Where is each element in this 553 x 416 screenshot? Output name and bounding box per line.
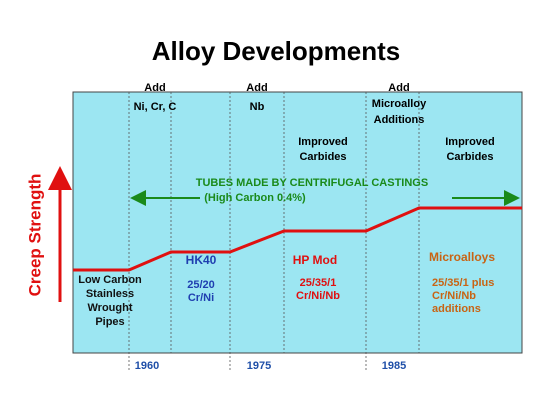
addition-text: Ni, Cr, C bbox=[134, 101, 177, 113]
labels: 1960 1975 1985 Add Ni, Cr, C Add Nb Add Microall… bbox=[78, 82, 495, 372]
year: 1975 bbox=[247, 360, 271, 372]
addition-text: Microalloy bbox=[372, 98, 427, 110]
improvement-text: Carbides bbox=[446, 151, 493, 163]
stage-text: Wrought bbox=[87, 302, 132, 314]
stage-text: Cr/Ni/Nb bbox=[296, 290, 340, 302]
casting-note: (High Carbon 0.4%) bbox=[204, 192, 306, 204]
addition-text: Add bbox=[388, 82, 409, 94]
panel bbox=[72, 91, 523, 354]
dividers bbox=[128, 92, 420, 370]
title: Alloy Developments bbox=[152, 36, 401, 66]
stage-text: 25/20 bbox=[187, 279, 215, 291]
improvement-text: Improved bbox=[298, 136, 348, 148]
stage-text: Pipes bbox=[95, 316, 124, 328]
stage-text: additions bbox=[432, 303, 481, 315]
stage-text: Cr/Ni/Nb bbox=[432, 290, 476, 302]
axis-label: Creep Strength bbox=[25, 174, 44, 297]
addition-text: Add bbox=[144, 82, 165, 94]
trend-line bbox=[73, 206, 522, 272]
year: 1960 bbox=[135, 360, 159, 372]
addition-text: Nb bbox=[250, 101, 265, 113]
stage-name: HK40 bbox=[186, 253, 217, 267]
casting-note: TUBES MADE BY CENTRIFUGAL CASTINGS bbox=[196, 177, 428, 189]
stage-name: HP Mod bbox=[293, 253, 337, 267]
stage-name: Microalloys bbox=[429, 250, 495, 264]
addition-text: Add bbox=[246, 82, 267, 94]
stage-text: 25/35/1 bbox=[300, 277, 337, 289]
improvement-text: Improved bbox=[445, 136, 495, 148]
stage-text: Low Carbon bbox=[78, 274, 142, 286]
stage-text: 25/35/1 plus bbox=[432, 277, 494, 289]
stage-text: Cr/Ni bbox=[188, 292, 214, 304]
year: 1985 bbox=[382, 360, 406, 372]
stage-text: Stainless bbox=[86, 288, 134, 300]
improvement-text: Carbides bbox=[299, 151, 346, 163]
addition-text: Additions bbox=[374, 114, 425, 126]
